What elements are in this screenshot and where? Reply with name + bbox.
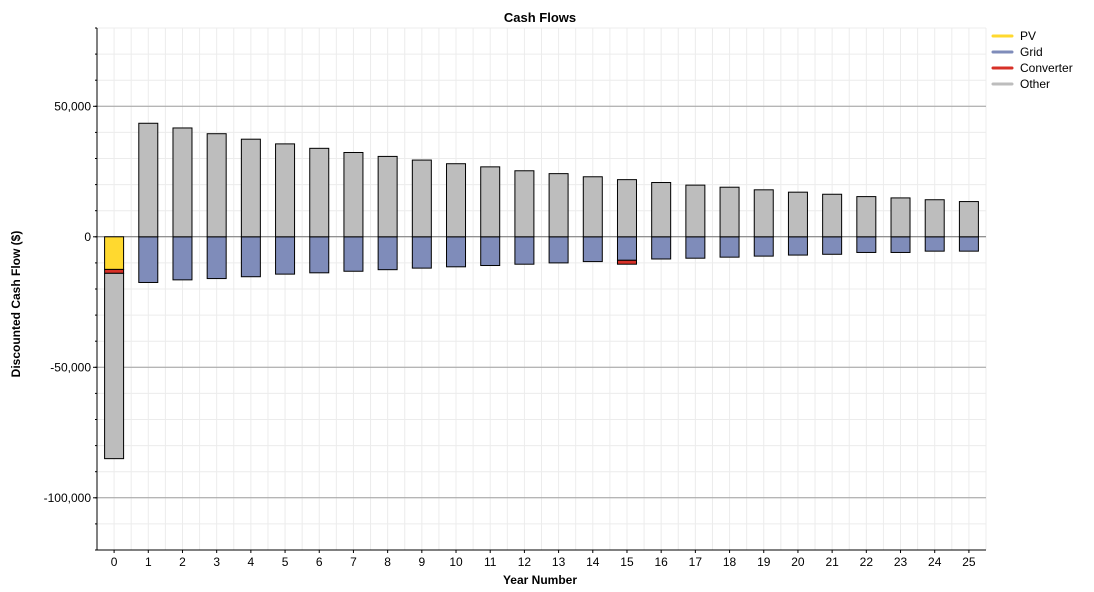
bar-other-year-13: [548, 173, 569, 238]
x-tick-label: 1: [145, 555, 152, 569]
bar-grid-year-25: [958, 236, 979, 252]
bar-other-year-25: [958, 201, 979, 238]
bar-grid-year-20: [787, 236, 808, 256]
x-tick-label: 14: [586, 555, 600, 569]
bar-other-year-9: [411, 159, 432, 238]
x-tick-label: 9: [418, 555, 425, 569]
bar-other-year-17: [685, 184, 706, 238]
x-tick-label: 23: [894, 555, 908, 569]
bar-other-year-20: [787, 191, 808, 238]
y-tick-label: -100,000: [44, 491, 92, 505]
legend: PV Grid Converter Other: [991, 29, 1073, 91]
x-tick-label: 25: [962, 555, 976, 569]
bar-grid-year-10: [446, 236, 467, 268]
bar-grid-year-19: [753, 236, 774, 257]
bar-other-year-7: [343, 151, 364, 238]
bar-other-year-15: [616, 179, 637, 238]
bar-grid-year-11: [480, 236, 501, 267]
y-tick-label: -50,000: [50, 360, 91, 374]
bar-other-year-0: [104, 272, 125, 460]
bar-grid-year-9: [411, 236, 432, 269]
bar-grid-year-3: [206, 236, 227, 280]
legend-label-pv: PV: [1020, 29, 1036, 43]
x-tick-label: 17: [689, 555, 703, 569]
legend-label-other: Other: [1020, 77, 1050, 91]
x-tick-label: 6: [316, 555, 323, 569]
bar-grid-year-4: [240, 236, 261, 278]
y-tick-label: 0: [84, 230, 91, 244]
legend-label-converter: Converter: [1020, 61, 1073, 75]
bar-grid-year-16: [651, 236, 672, 260]
chart-title: Cash Flows: [504, 10, 576, 25]
x-tick-label: 20: [791, 555, 805, 569]
bar-grid-year-18: [719, 236, 740, 258]
bar-converter-year-15: [616, 259, 637, 265]
bar-converter-year-0: [104, 268, 125, 274]
bar-other-year-3: [206, 133, 227, 238]
bar-grid-year-5: [275, 236, 296, 275]
x-tick-label: 10: [449, 555, 463, 569]
x-tick-label: 2: [179, 555, 186, 569]
x-tick-label: 4: [248, 555, 255, 569]
bar-grid-year-24: [924, 236, 945, 252]
x-tick-label: 19: [757, 555, 771, 569]
bar-grid-year-6: [309, 236, 330, 274]
y-tick-label: 50,000: [54, 99, 91, 113]
x-tick-label: 11: [484, 555, 497, 569]
bar-pv-year-0: [104, 236, 125, 270]
bar-other-year-5: [275, 143, 296, 238]
x-axis-title: Year Number: [503, 573, 577, 587]
bar-grid-year-13: [548, 236, 569, 264]
x-tick-label: 8: [384, 555, 391, 569]
legend-label-grid: Grid: [1020, 45, 1043, 59]
bar-grid-year-12: [514, 236, 535, 265]
bar-grid-year-14: [582, 236, 603, 263]
x-tick-label: 18: [723, 555, 737, 569]
bar-other-year-14: [582, 176, 603, 238]
x-tick-label: 7: [350, 555, 357, 569]
bar-grid-year-23: [890, 236, 911, 253]
bar-other-year-6: [309, 147, 330, 238]
x-tick-label: 24: [928, 555, 942, 569]
bar-grid-year-7: [343, 236, 364, 272]
bar-other-year-2: [172, 127, 193, 238]
bar-grid-year-1: [138, 236, 159, 283]
x-tick-label: 16: [654, 555, 668, 569]
bar-other-year-16: [651, 182, 672, 238]
bar-grid-year-21: [822, 236, 843, 255]
bar-other-year-4: [240, 138, 261, 238]
bar-other-year-10: [446, 163, 467, 238]
bar-grid-year-22: [856, 236, 877, 253]
x-tick-label: 5: [282, 555, 289, 569]
bar-other-year-22: [856, 196, 877, 238]
bar-other-year-21: [822, 193, 843, 238]
bar-other-year-11: [480, 166, 501, 238]
bar-grid-year-2: [172, 236, 193, 281]
bar-other-year-19: [753, 189, 774, 238]
bar-grid-year-17: [685, 236, 706, 259]
x-tick-label: 22: [860, 555, 874, 569]
bar-other-year-24: [924, 199, 945, 238]
bar-other-year-1: [138, 122, 159, 238]
bar-other-year-12: [514, 170, 535, 238]
x-tick-label: 13: [552, 555, 566, 569]
bar-grid-year-8: [377, 236, 398, 271]
x-tick-label: 15: [620, 555, 634, 569]
bar-other-year-18: [719, 186, 740, 238]
x-tick-label: 3: [213, 555, 220, 569]
x-tick-label: 21: [825, 555, 839, 569]
x-tick-label: 0: [111, 555, 118, 569]
x-tick-label: 12: [518, 555, 532, 569]
bar-grid-year-15: [616, 236, 637, 261]
y-axis-title: Discounted Cash Flow ($): [9, 231, 23, 378]
bar-other-year-23: [890, 197, 911, 238]
bar-other-year-8: [377, 155, 398, 238]
